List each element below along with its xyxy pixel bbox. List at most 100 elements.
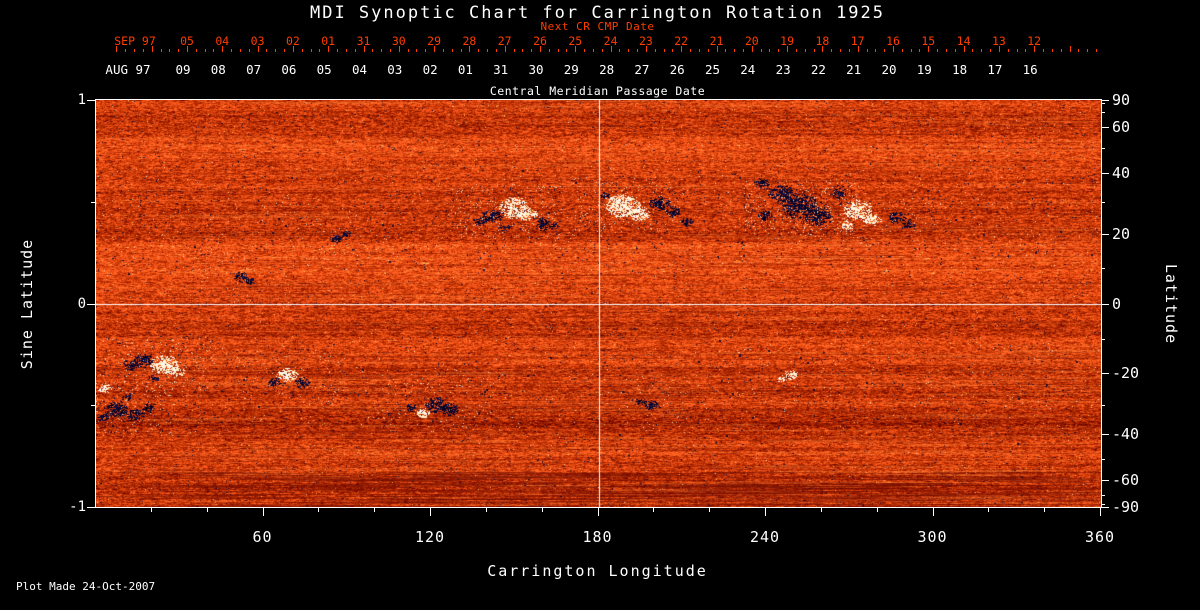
next-cr-axis-tick	[919, 49, 921, 52]
x-axis-major-tick	[430, 508, 431, 516]
next-cr-axis-tick	[1069, 46, 1071, 52]
sine-latitude-major-tick	[87, 100, 95, 101]
x-axis-minor-tick	[541, 508, 543, 512]
latitude-major-tick	[1101, 303, 1109, 305]
next-cr-axis-tick	[840, 49, 842, 52]
latitude-tick-label: 0	[1112, 294, 1122, 313]
latitude-minor-tick	[1101, 103, 1105, 105]
x-tick-label: 240	[749, 528, 781, 546]
next-cr-axis-tick	[645, 46, 647, 52]
next-cr-axis-tick	[442, 49, 444, 52]
next-cr-date-tick-label: 20	[744, 34, 759, 48]
next-cr-axis-tick	[504, 46, 506, 52]
cmp-date-tick-label: 24	[740, 62, 756, 77]
next-cr-axis-tick	[760, 49, 762, 52]
latitude-tick-label: 90	[1112, 91, 1131, 109]
next-cr-axis-tick	[1034, 46, 1036, 52]
latitude-major-tick	[1101, 434, 1109, 436]
cmp-date-tick-label: 31	[493, 62, 509, 77]
next-cr-date-tick-label: 15	[921, 34, 936, 48]
x-tick-label: 60	[252, 528, 273, 546]
latitude-tick-label: 20	[1112, 224, 1131, 243]
sine-latitude-tick-label: -1	[69, 499, 86, 515]
plot-made-note: Plot Made 24-Oct-2007	[16, 580, 156, 593]
sine-latitude-tick-label: 1	[77, 92, 86, 108]
next-cr-axis-tick	[822, 46, 824, 52]
next-cr-axis-tick	[134, 49, 136, 52]
x-axis-minor-tick	[709, 508, 711, 512]
next-cr-axis-tick	[963, 46, 965, 52]
next-cr-axis-tick	[681, 46, 683, 52]
next-cr-axis-tick	[769, 49, 771, 52]
next-cr-axis-tick	[195, 49, 197, 52]
next-cr-axis-tick	[937, 49, 939, 52]
next-cr-axis-tick	[531, 49, 533, 52]
next-cr-axis-tick	[672, 49, 674, 52]
sine-latitude-major-tick	[87, 507, 95, 508]
cmp-month-label: AUG 97	[105, 62, 151, 77]
next-cr-axis-tick	[354, 49, 356, 52]
next-cr-axis-tick	[522, 49, 524, 52]
next-cr-date-tick-label: 13	[991, 34, 1006, 48]
next-cr-axis-tick	[284, 49, 286, 52]
next-cr-date-tick-label: 17	[850, 34, 865, 48]
latitude-minor-tick	[1101, 459, 1105, 461]
cmp-date-tick-label: 28	[599, 62, 615, 77]
next-cr-axis-tick	[901, 49, 903, 52]
next-cr-axis-tick	[248, 49, 250, 52]
cmp-date-tick-label: 29	[563, 62, 579, 77]
cmp-date-tick-label: 08	[210, 62, 226, 77]
next-cr-axis-tick	[169, 49, 171, 52]
next-cr-axis-tick	[884, 49, 886, 52]
sine-latitude-major-tick	[87, 303, 95, 305]
next-cr-axis-tick	[848, 49, 850, 52]
latitude-tick-label: -40	[1112, 425, 1140, 444]
cmp-date-tick-label: 03	[387, 62, 403, 77]
x-axis-minor-tick	[876, 508, 878, 512]
next-cr-date-tick-label: 30	[391, 34, 406, 48]
next-cr-axis-tick	[1078, 49, 1080, 52]
latitude-major-tick	[1101, 127, 1109, 129]
next-cr-axis-tick	[725, 49, 727, 52]
next-cr-axis-tick	[337, 49, 339, 52]
next-cr-date-tick-label: 28	[462, 34, 477, 48]
cmp-date-tick-label: 19	[916, 62, 932, 77]
x-axis-minor-tick	[150, 508, 152, 512]
x-axis-major-tick	[262, 508, 264, 516]
next-cr-date-tick-label: 03	[250, 34, 265, 48]
next-cr-axis-tick	[310, 49, 312, 52]
next-cr-axis-tick	[434, 46, 436, 52]
next-cr-cmp-date-label: Next CR CMP Date	[540, 20, 655, 33]
next-cr-axis-tick	[1025, 49, 1027, 52]
next-cr-axis-tick	[460, 49, 462, 52]
next-cr-date-tick-label: 19	[780, 34, 795, 48]
next-cr-axis-tick	[231, 49, 233, 52]
next-cr-axis-tick	[998, 46, 1000, 52]
next-cr-axis-tick	[495, 49, 497, 52]
latitude-major-tick	[1101, 172, 1109, 174]
next-cr-axis-tick	[690, 49, 692, 52]
x-axis-minor-tick	[374, 508, 376, 512]
cmp-date-tick-label: 17	[987, 62, 1003, 77]
next-cr-axis-tick	[292, 46, 294, 52]
next-cr-axis-tick	[239, 49, 241, 52]
next-cr-axis-tick	[787, 46, 789, 52]
x-tick-label: 360	[1084, 528, 1116, 546]
next-cr-axis-tick	[831, 49, 833, 52]
next-cr-date-tick-label: 22	[674, 34, 689, 48]
next-cr-axis-tick	[160, 49, 162, 52]
next-cr-axis-tick	[1043, 49, 1045, 52]
next-cr-axis-tick	[1051, 49, 1053, 52]
next-cr-axis-tick	[319, 49, 321, 52]
next-cr-axis-tick	[875, 49, 877, 52]
sine-latitude-minor-tick	[91, 405, 95, 407]
next-cr-axis-tick	[707, 49, 709, 52]
next-cr-axis-tick	[187, 46, 188, 52]
cmp-date-tick-label: 06	[281, 62, 297, 77]
latitude-tick-label: -20	[1112, 364, 1140, 383]
next-cr-date-tick-label: 05	[180, 34, 194, 48]
next-cr-axis-tick	[628, 49, 630, 52]
next-cr-axis-tick	[698, 49, 700, 52]
next-cr-month-label: SEP 97	[114, 34, 156, 48]
